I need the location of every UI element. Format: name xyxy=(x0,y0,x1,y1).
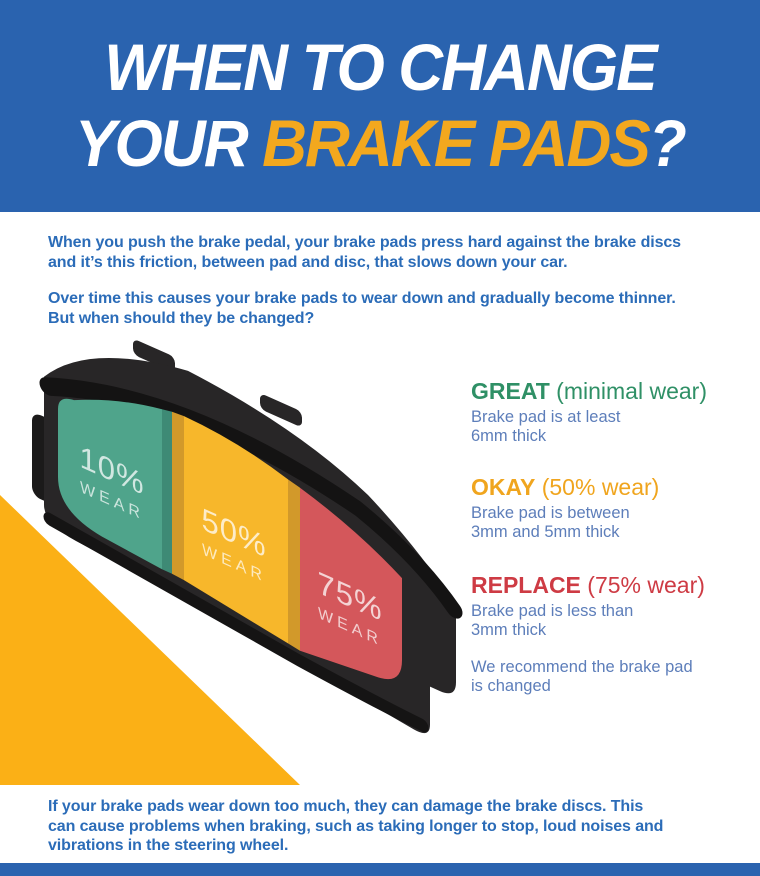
legend-replace-suffix: (75% wear) xyxy=(580,572,705,598)
green-pad-segment xyxy=(58,398,162,570)
yellow-triangle-decoration xyxy=(0,495,300,785)
yellow-pad-side-face-left xyxy=(172,411,184,581)
red-pad-segment xyxy=(300,487,402,680)
title-question-mark: ? xyxy=(648,106,687,180)
legend-okay-title: OKAY xyxy=(471,474,536,500)
legend-replace-title: REPLACE xyxy=(471,572,581,598)
plate-rim-shadow xyxy=(39,377,463,619)
red-pad-percent-label: 75% xyxy=(317,565,382,628)
legend-great-heading: GREAT (minimal wear) xyxy=(471,378,753,404)
footer-paragraph: If your brake pads wear down too much, t… xyxy=(48,798,664,854)
title-your: YOUR xyxy=(75,106,263,180)
intro-paragraph-1: When you push the brake pedal, your brak… xyxy=(48,234,681,271)
legend-item-replace: REPLACE (75% wear) Brake pad is less tha… xyxy=(471,572,753,696)
legend-okay-description: Brake pad is between 3mm and 5mm thick xyxy=(471,504,630,541)
yellow-pad-wear-label: WEAR xyxy=(202,540,266,587)
title-line-1: WHEN TO CHANGE xyxy=(104,30,657,104)
legend-great-description: Brake pad is at least 6mm thick xyxy=(471,408,621,445)
legend-replace-description: Brake pad is less than 3mm thick xyxy=(471,602,634,639)
green-pad-wear-label: WEAR xyxy=(80,477,144,524)
red-pad-wear-label: WEAR xyxy=(318,603,382,650)
green-pad-side-face xyxy=(162,409,172,574)
intro-paragraph-2: Over time this causes your brake pads to… xyxy=(48,290,676,327)
legend-replace-note: We recommend the brake pad is changed xyxy=(471,658,693,695)
legend-great-suffix: (minimal wear) xyxy=(549,378,707,404)
legend-item-okay: OKAY (50% wear) Brake pad is between 3mm… xyxy=(471,474,753,542)
yellow-pad-segment xyxy=(184,416,288,644)
title-line-2: YOUR BRAKE PADS? xyxy=(23,108,737,178)
brake-pad-left-tab xyxy=(32,414,62,506)
brake-pad-top-bump xyxy=(260,395,302,426)
green-pad-percent-label: 10% xyxy=(79,439,144,502)
legend-item-great: GREAT (minimal wear) Brake pad is at lea… xyxy=(471,378,753,446)
title-brake-pads-highlight: BRAKE PADS xyxy=(262,106,651,180)
bottom-blue-bar xyxy=(0,863,760,876)
header-banner: WHEN TO CHANGE YOUR BRAKE PADS? xyxy=(0,0,760,212)
legend-okay-suffix: (50% wear) xyxy=(535,474,660,500)
yellow-pad-percent-label: 50% xyxy=(201,501,266,564)
legend-okay-heading: OKAY (50% wear) xyxy=(471,474,753,500)
legend-replace-heading: REPLACE (75% wear) xyxy=(471,572,753,598)
yellow-pad-side-face-right xyxy=(288,479,300,651)
legend-great-title: GREAT xyxy=(471,378,550,404)
brake-pad-top-bump xyxy=(133,340,175,371)
